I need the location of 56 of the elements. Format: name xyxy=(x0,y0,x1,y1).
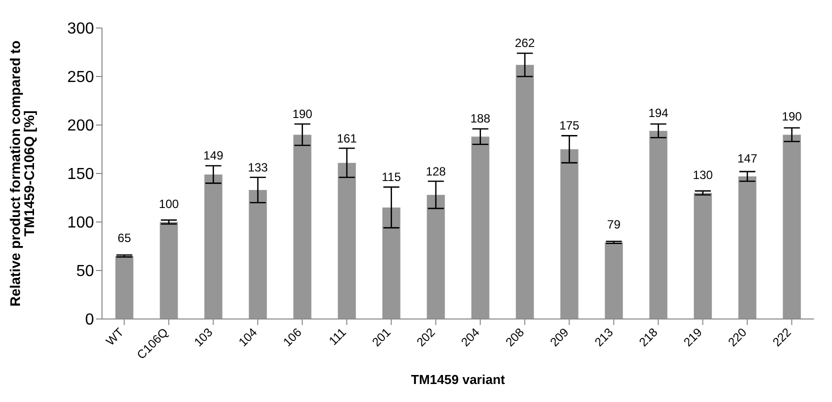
y-tick-label: 100 xyxy=(67,214,94,232)
bar xyxy=(115,256,134,319)
x-tick-label: 213 xyxy=(592,325,616,350)
data-label: 149 xyxy=(203,148,224,163)
bar xyxy=(516,64,534,319)
data-label: 128 xyxy=(426,164,446,178)
bar xyxy=(204,174,222,319)
bar xyxy=(782,134,801,319)
x-tick-label: 208 xyxy=(502,325,528,350)
x-tick-label: 209 xyxy=(547,325,572,350)
data-label: 194 xyxy=(648,106,669,120)
x-tick-label: 202 xyxy=(414,325,438,350)
x-tick-label: WT xyxy=(103,324,127,348)
bar xyxy=(248,190,267,319)
y-tick-label: 50 xyxy=(76,263,94,280)
x-tick-label: 220 xyxy=(725,325,750,350)
y-tick-label: 250 xyxy=(67,69,94,86)
bar xyxy=(382,207,400,319)
bar xyxy=(338,162,356,319)
data-label: 100 xyxy=(158,197,180,211)
x-tick-label: 219 xyxy=(680,325,706,350)
x-axis-title: TM1459 variant xyxy=(411,372,506,387)
y-tick-label: 0 xyxy=(85,312,94,329)
data-label: 190 xyxy=(292,107,313,122)
data-label: 130 xyxy=(692,168,714,182)
y-tick-label: 150 xyxy=(67,166,94,184)
y-axis-title: Relative product formation compared to TM1459-C106Q [%] xyxy=(6,40,37,307)
data-label: 65 xyxy=(118,230,132,245)
x-tick-label: 103 xyxy=(191,325,216,350)
bar xyxy=(426,194,445,319)
y-tick-label: 300 xyxy=(67,20,94,38)
y-tick-label: 200 xyxy=(67,118,94,135)
bar xyxy=(560,149,578,319)
data-label: 188 xyxy=(470,112,491,126)
x-tick-label: 204 xyxy=(458,325,483,350)
bar xyxy=(649,130,668,319)
bar xyxy=(694,192,712,319)
data-label: 147 xyxy=(737,151,758,166)
bar xyxy=(604,242,623,319)
data-label: 115 xyxy=(382,170,402,184)
bar xyxy=(160,222,178,319)
x-tick-label: 201 xyxy=(369,325,394,350)
x-tick-label: 104 xyxy=(236,325,260,350)
data-label: 175 xyxy=(559,118,580,133)
bar xyxy=(471,136,490,319)
x-tick-label: 218 xyxy=(636,325,661,350)
x-tick-label: 111 xyxy=(326,325,350,348)
data-label: 133 xyxy=(248,160,268,174)
data-label: 262 xyxy=(514,36,536,50)
x-tick-label: 106 xyxy=(280,325,305,350)
data-label: 161 xyxy=(336,131,358,146)
bar xyxy=(738,176,756,319)
x-tick-label: 222 xyxy=(770,325,794,350)
data-label: 79 xyxy=(607,217,621,232)
data-label: 190 xyxy=(782,110,802,124)
bar xyxy=(293,134,312,319)
